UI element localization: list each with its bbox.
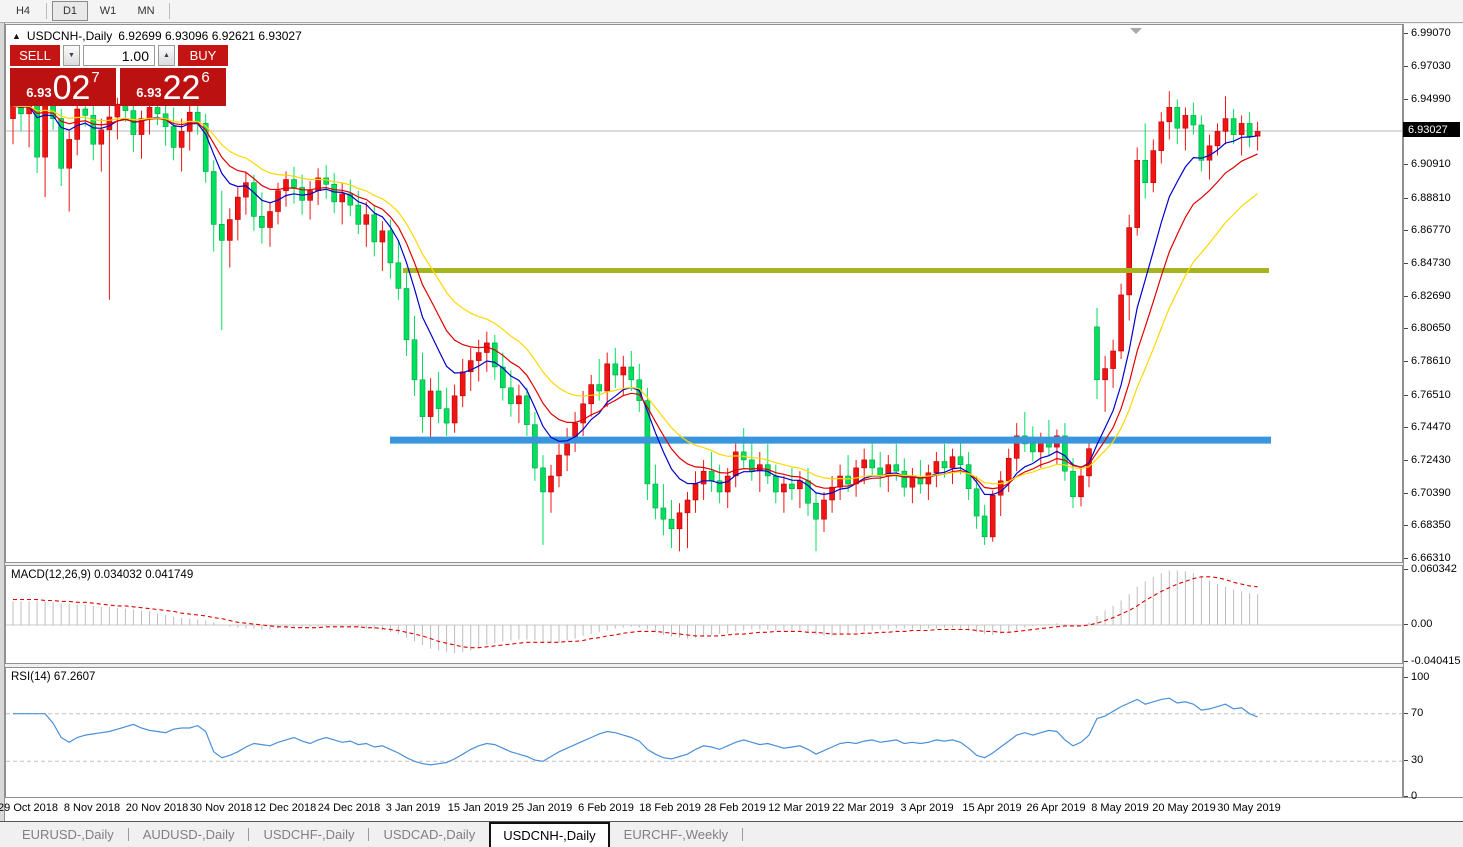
date-label: 12 Dec 2018 (253, 802, 317, 814)
sell-price-big-digits: 02 (52, 69, 91, 108)
macd-label: MACD(12,26,9) 0.034032 0.041749 (11, 569, 194, 581)
macd-axis-label: -0.040415 (1404, 654, 1461, 668)
date-label: 22 Mar 2019 (832, 802, 894, 814)
rsi-axis-label: 30 (1404, 753, 1423, 767)
one-click-collapse-icon[interactable]: ▲ (12, 31, 21, 41)
current-price-tag: 6.93027 (1403, 122, 1460, 137)
sell-price-pipette: 7 (91, 69, 100, 86)
time-axis[interactable]: 29 Oct 2018 8 Nov 2018 20 Nov 2018 30 Nov 2… (0, 797, 1463, 821)
price-axis-label: 6.72430 (1404, 453, 1451, 467)
buy-price-pipette: 6 (201, 69, 210, 86)
date-label: 20 Nov 2018 (125, 802, 189, 814)
chart-symbol-period: USDCNH-,Daily (26, 29, 113, 43)
tab-separator (742, 828, 744, 841)
buy-button[interactable]: BUY (178, 45, 228, 66)
price-axis-label: 6.74470 (1404, 420, 1451, 434)
chart-tab-usdcnh[interactable]: USDCNH-,Daily (489, 822, 610, 847)
price-axis-label: 6.90910 (1404, 157, 1451, 171)
price-axis-label: 6.70390 (1404, 486, 1451, 500)
volume-input[interactable] (83, 45, 155, 66)
date-label: 18 Feb 2019 (639, 802, 701, 814)
rsi-indicator-pane[interactable] (5, 667, 1403, 798)
rsi-axis-label: 0 (1404, 789, 1417, 803)
rsi-chart[interactable] (6, 668, 1402, 797)
buy-price-prefix: 6.93 (136, 85, 162, 100)
price-axis-label: 6.86770 (1404, 223, 1451, 237)
date-label: 24 Dec 2018 (317, 802, 381, 814)
macd-indicator-pane[interactable] (5, 565, 1403, 664)
chart-ohlc-values: 6.92699 6.93096 6.92621 6.93027 (118, 29, 302, 43)
period-button-d1[interactable]: D1 (52, 1, 88, 21)
price-axis-label: 6.78610 (1404, 354, 1451, 368)
volume-increase-button[interactable]: ▲ (158, 45, 175, 66)
price-axis[interactable] (1403, 24, 1463, 797)
period-button-mn[interactable]: MN (137, 5, 155, 17)
chart-tab-usdcad[interactable]: USDCAD-,Daily (383, 827, 476, 842)
chart-tab-eurusd[interactable]: EURUSD-,Daily (22, 827, 114, 842)
price-axis-label: 6.82690 (1404, 289, 1451, 303)
date-label: 6 Feb 2019 (578, 802, 634, 814)
chart-tab-eurchf[interactable]: EURCHF-,Weekly (623, 827, 729, 842)
price-axis-label: 6.80650 (1404, 321, 1451, 335)
toolbar-separator (46, 3, 47, 19)
tab-separator (368, 828, 370, 841)
price-axis-label: 6.97030 (1404, 59, 1451, 73)
price-chart-pane[interactable] (5, 24, 1403, 563)
chart-tab-audusd[interactable]: AUDUSD-,Daily (142, 827, 235, 842)
date-label: 30 May 2019 (1217, 802, 1281, 814)
date-label: 20 May 2019 (1152, 802, 1216, 814)
price-axis-label: 6.68350 (1404, 518, 1451, 532)
price-axis-label: 6.99070 (1404, 26, 1451, 40)
price-axis-label: 6.66310 (1404, 551, 1451, 565)
buy-price-button[interactable]: 6.93 22 6 (120, 68, 226, 106)
date-label: 26 Apr 2019 (1026, 802, 1086, 814)
sell-price-button[interactable]: 6.93 02 7 (10, 68, 116, 106)
macd-values: 0.034032 0.041749 (94, 569, 194, 581)
price-axis-label: 6.88810 (1404, 191, 1451, 205)
date-label: 15 Jan 2019 (447, 802, 509, 814)
date-label: 3 Apr 2019 (900, 802, 954, 814)
date-label: 30 Nov 2018 (189, 802, 253, 814)
window-left-edge (0, 23, 5, 847)
buy-price-big-digits: 22 (162, 69, 201, 108)
date-label: 25 Jan 2019 (511, 802, 573, 814)
period-button-w1[interactable]: W1 (99, 5, 117, 17)
price-axis-label: 6.84730 (1404, 256, 1451, 270)
macd-chart[interactable] (6, 566, 1402, 663)
tab-separator (248, 828, 250, 841)
chart-tab-bar: EURUSD-,Daily AUDUSD-,Daily USDCHF-,Daily U… (0, 821, 1463, 847)
price-axis-label: 6.94990 (1404, 92, 1451, 106)
timeframe-toolbar: H4 D1 W1 MN (0, 0, 1463, 23)
sell-button[interactable]: SELL (10, 45, 60, 66)
volume-decrease-button[interactable]: ▼ (63, 45, 80, 66)
rsi-value: 67.2607 (53, 671, 96, 683)
rsi-axis-label: 100 (1404, 670, 1429, 684)
date-label: 3 Jan 2019 (385, 802, 441, 814)
toolbar-separator (169, 3, 170, 19)
tab-separator (127, 828, 129, 841)
date-label: 28 Feb 2019 (704, 802, 766, 814)
rsi-axis-label: 70 (1404, 706, 1423, 720)
date-label: 8 Nov 2018 (63, 802, 121, 814)
date-label: 8 May 2019 (1091, 802, 1149, 814)
date-label: 12 Mar 2019 (768, 802, 830, 814)
sell-price-prefix: 6.93 (26, 85, 52, 100)
date-label: 29 Oct 2018 (0, 802, 58, 814)
candlestick-chart[interactable] (6, 25, 1402, 562)
chart-tab-usdchf[interactable]: USDCHF-,Daily (263, 827, 355, 842)
macd-axis-label: 0.060342 (1404, 562, 1457, 576)
date-label: 15 Apr 2019 (962, 802, 1022, 814)
one-click-trading-panel: SELL ▼ ▲ BUY 6.93 02 7 6.93 22 6 (10, 45, 229, 106)
rsi-label: RSI(14) 67.2607 (11, 671, 96, 683)
chart-title: ▲ USDCNH-,Daily 6.92699 6.93096 6.92621 … (12, 29, 302, 43)
price-axis-label: 6.76510 (1404, 388, 1451, 402)
macd-axis-label: 0.00 (1404, 617, 1432, 631)
period-button-h4[interactable]: H4 (15, 5, 31, 17)
